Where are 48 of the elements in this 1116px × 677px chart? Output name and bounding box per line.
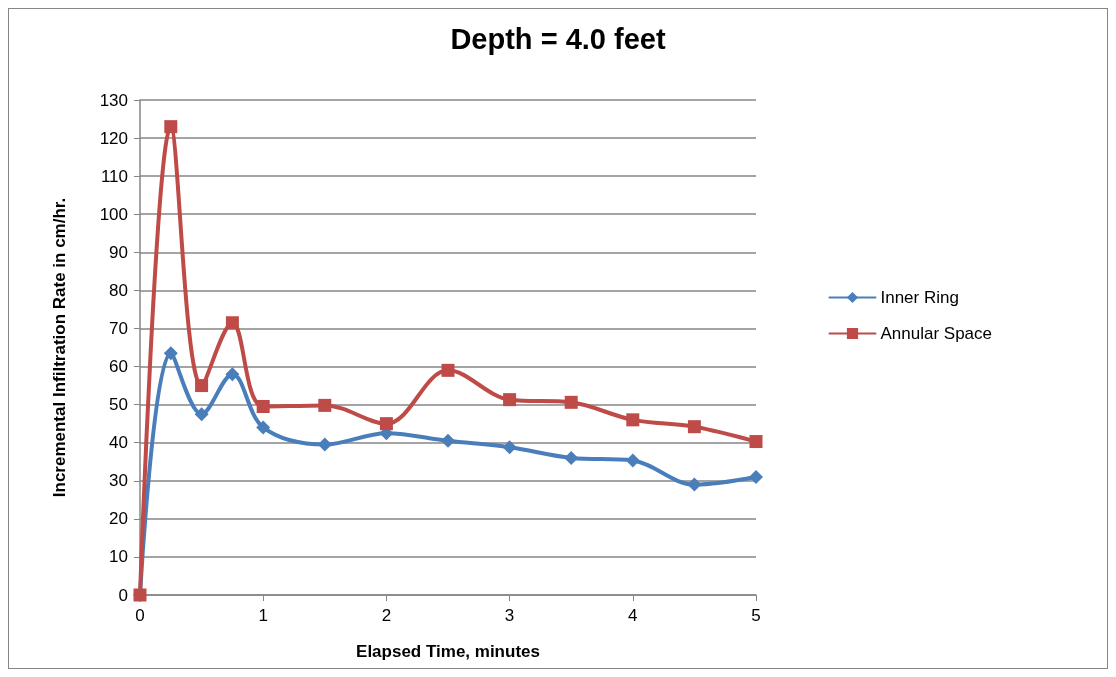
- legend-label: Inner Ring: [880, 288, 959, 307]
- point: [318, 398, 332, 412]
- y-tick-label: 130: [99, 90, 128, 110]
- point: [379, 417, 393, 431]
- y-tick-label: 10: [109, 547, 128, 567]
- point: [749, 435, 763, 449]
- y-tick-label: 20: [109, 509, 128, 529]
- point: [317, 437, 332, 452]
- point: [195, 379, 209, 393]
- y-tick-label: 60: [109, 357, 128, 377]
- point: [163, 346, 178, 361]
- point: [256, 400, 270, 414]
- point: [225, 316, 239, 330]
- point: [564, 450, 579, 465]
- point: [256, 420, 271, 435]
- x-tick-label: 4: [628, 606, 638, 625]
- point: [687, 420, 701, 434]
- point: [441, 363, 455, 377]
- x-tick-label: 0: [135, 606, 145, 625]
- x-axis-title: Elapsed Time, minutes: [356, 642, 540, 661]
- point: [687, 477, 702, 492]
- y-tick-label: 110: [100, 166, 128, 186]
- y-tick-label: 30: [109, 471, 128, 491]
- point: [749, 469, 763, 484]
- x-tick-label: 1: [258, 606, 268, 625]
- y-tick-label: 90: [109, 242, 128, 262]
- point: [625, 453, 640, 468]
- point: [164, 120, 178, 134]
- point: [626, 413, 640, 427]
- point: [564, 395, 578, 409]
- y-axis-title: Incremental Infiltration Rate in cm/hr.: [50, 197, 69, 498]
- x-tick-label: 2: [381, 606, 392, 625]
- x-tick-label: 3: [504, 606, 515, 625]
- legend-label: Annular Space: [880, 324, 993, 343]
- y-tick-label: 120: [99, 128, 128, 148]
- point: [503, 393, 517, 407]
- y-tick-label: 100: [99, 204, 128, 224]
- y-tick-label: 80: [109, 280, 128, 300]
- y-tick-label: 50: [109, 395, 128, 415]
- point: [225, 367, 240, 382]
- chart-title: Depth = 4.0 feet: [450, 22, 666, 55]
- point: [441, 433, 455, 448]
- y-tick-label: 0: [118, 585, 128, 605]
- point: [194, 407, 209, 422]
- y-tick-label: 70: [109, 318, 128, 338]
- y-tick-label: 40: [109, 433, 128, 453]
- x-tick-label: 5: [751, 606, 761, 625]
- point: [502, 440, 517, 455]
